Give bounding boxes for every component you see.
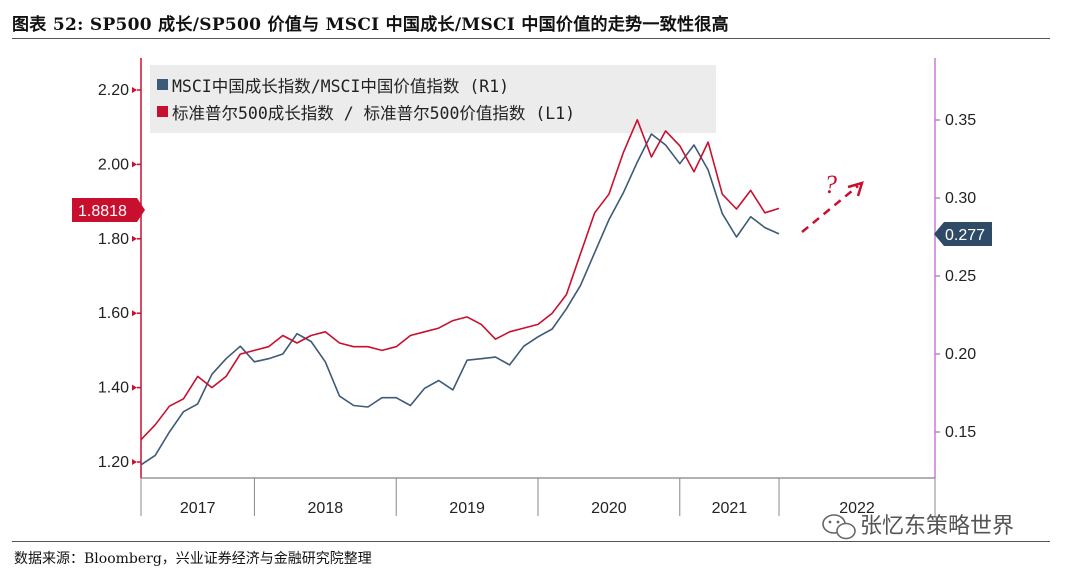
left-axis-tick-label: 2.00	[98, 156, 129, 173]
left-tick-arrow	[132, 459, 137, 465]
x-axis-tick-label: 2022	[839, 500, 875, 517]
watermark: 张忆东策略世界	[822, 514, 1014, 540]
watermark-text: 张忆东策略世界	[860, 514, 1014, 539]
left-tick-arrow	[132, 384, 137, 391]
left-tick-arrow	[132, 235, 137, 242]
x-axis-tick-label: 2018	[308, 500, 344, 517]
forecast-annotation: ?	[801, 170, 864, 233]
left-axis-tick-label: 1.40	[98, 380, 129, 397]
legend-swatch-msci	[157, 79, 168, 90]
left-tick-arrow	[132, 310, 137, 317]
x-axis-tick-label: 2020	[591, 500, 627, 517]
x-axis-tick-label: 2017	[180, 500, 216, 517]
legend-label-msci: MSCI中国成长指数/MSCI中国价值指数 (R1)	[172, 77, 509, 96]
legend-label-sp500: 标准普尔500成长指数 / 标准普尔500价值指数 (L1)	[172, 104, 575, 123]
source-rule	[12, 541, 1050, 542]
right-axis-tick-label: 0.30	[945, 190, 976, 207]
right-last-value: 0.277	[945, 227, 985, 244]
sp500-ratio-line	[140, 119, 780, 441]
chart-title: 图表 52: SP500 成长/SP500 价值与 MSCI 中国成长/MSCI…	[12, 15, 729, 35]
legend-box	[150, 65, 716, 133]
x-axis-tick-label: 2021	[712, 500, 748, 517]
right-last-value-tag: 0.277	[934, 222, 992, 246]
source-note: 数据来源：Bloomberg，兴业证券经济与金融研究院整理	[14, 551, 372, 567]
wechat-icon	[822, 514, 856, 540]
left-axis-tick-label: 1.60	[98, 305, 129, 322]
right-axis-tick-label: 0.35	[945, 112, 976, 129]
annotation-question-mark: ?	[824, 170, 837, 199]
title-rule	[12, 38, 1050, 39]
right-axis-tick-label: 0.25	[945, 268, 976, 285]
left-axis-tick-label: 1.80	[98, 231, 129, 248]
left-last-value-tag: 1.8818	[72, 198, 145, 222]
right-axis-tick-label: 0.15	[945, 424, 976, 441]
left-axis-tick-label: 2.20	[98, 82, 129, 99]
left-last-value: 1.8818	[78, 203, 127, 220]
left-tick-arrow	[132, 87, 137, 93]
left-tick-arrow	[132, 161, 137, 168]
right-axis-tick-label: 0.20	[945, 346, 976, 363]
msci-china-ratio-line	[140, 133, 780, 466]
x-axis-tick-label: 2019	[449, 500, 485, 517]
left-axis-tick-label: 1.20	[98, 454, 129, 471]
legend-swatch-sp500	[157, 106, 168, 117]
